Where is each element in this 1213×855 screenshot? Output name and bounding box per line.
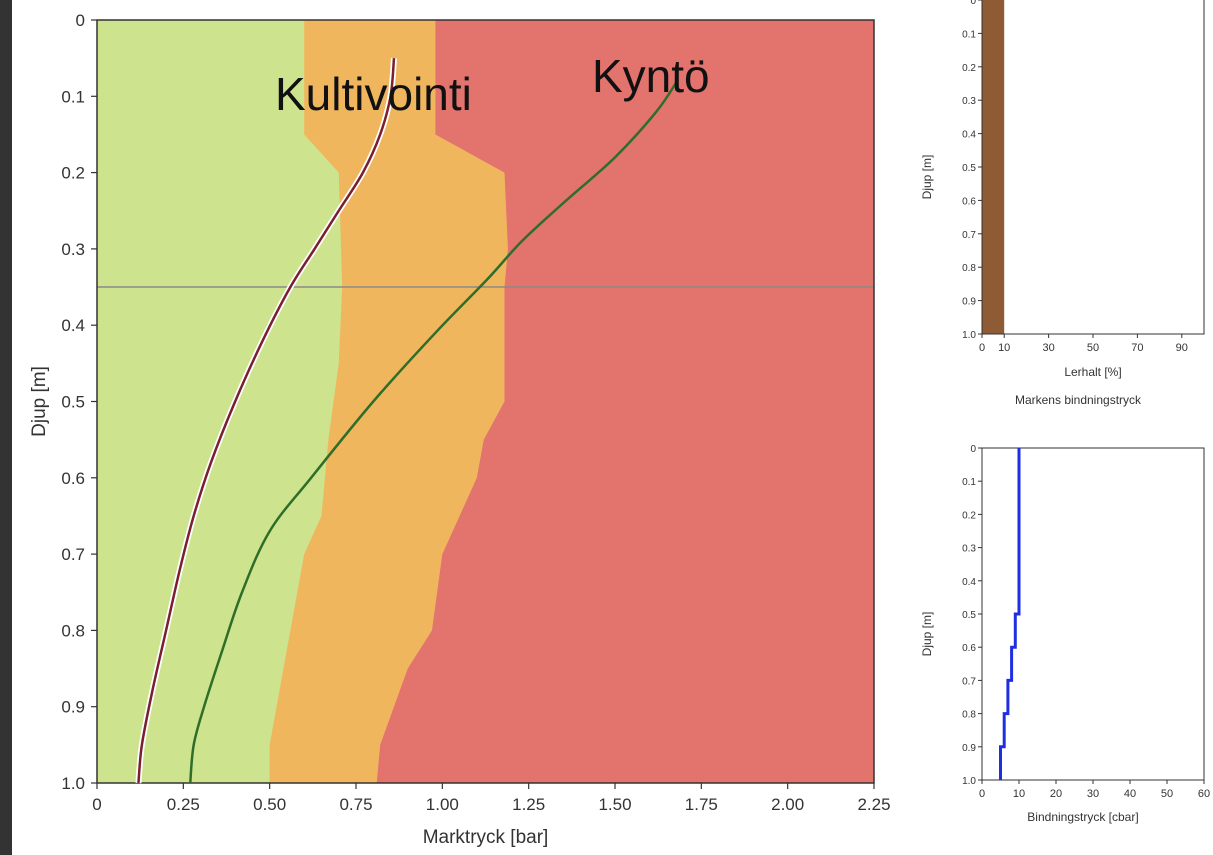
clay-y-tick-label: 0 — [970, 0, 976, 7]
series-label-kyntö: Kyntö — [592, 50, 710, 102]
main-x-tick-label: 0.50 — [253, 795, 286, 814]
main-x-tick-label: 1.25 — [512, 795, 545, 814]
tension-y-tick-label: 0 — [970, 444, 976, 455]
tension-chart-title: Markens bindningstryck — [1015, 393, 1142, 407]
clay-x-tick-label: 30 — [1042, 342, 1054, 354]
clay-bar — [982, 0, 1005, 334]
main-y-tick-label: 0.7 — [61, 545, 85, 564]
tension-y-axis-label: Djup [m] — [920, 612, 934, 657]
tension-y-tick-label: 0.1 — [962, 477, 976, 488]
clay-y-tick-label: 0.2 — [962, 63, 976, 74]
clay-y-axis-label: Djup [m] — [920, 155, 934, 200]
tension-y-tick-label: 0.6 — [962, 643, 976, 654]
zone-green — [97, 20, 343, 783]
main-y-tick-label: 0.1 — [61, 87, 85, 106]
clay-plot-frame — [981, 0, 1205, 335]
tension-y-tick-label: 0.5 — [962, 610, 976, 621]
main-x-tick-label: 2.25 — [857, 795, 890, 814]
tension-line — [999, 448, 1021, 780]
main-x-tick-label: 2.00 — [771, 795, 804, 814]
tension-x-tick-label: 30 — [1087, 788, 1099, 800]
clay-y-tick-label: 0.9 — [962, 297, 976, 308]
clay-y-tick-label: 1.0 — [962, 330, 976, 341]
tension-y-tick-label: 0.3 — [962, 544, 976, 555]
tension-x-tick-label: 0 — [979, 788, 985, 800]
clay-y-tick-label: 0.6 — [962, 196, 976, 207]
main-x-tick-label: 1.00 — [426, 795, 459, 814]
tension-y-tick-label: 0.7 — [962, 676, 976, 687]
main-y-tick-label: 0.2 — [61, 164, 85, 183]
series-kyntö-line — [188, 80, 679, 784]
main-x-axis-label: Marktryck [bar] — [423, 827, 549, 848]
clay-y-tick-label: 0.7 — [962, 230, 976, 241]
main-y-tick-label: 0.9 — [61, 698, 85, 717]
main-x-tick-label: 0.75 — [339, 795, 372, 814]
tension-y-tick-label: 0.4 — [962, 577, 976, 588]
tension-x-axis-label: Bindningstryck [cbar] — [1027, 810, 1138, 824]
tension-y-tick-label: 0.8 — [962, 710, 976, 721]
tension-x-tick-label: 60 — [1198, 788, 1210, 800]
main-y-tick-label: 0 — [76, 11, 85, 30]
main-y-tick-label: 0.3 — [61, 240, 85, 259]
clay-x-tick-label: 90 — [1176, 342, 1188, 354]
tension-y-tick-label: 0.2 — [962, 510, 976, 521]
clay-x-tick-label: 70 — [1131, 342, 1143, 354]
clay-x-tick-label: 50 — [1087, 342, 1099, 354]
tension-x-tick-label: 40 — [1124, 788, 1136, 800]
tension-y-tick-label: 0.9 — [962, 743, 976, 754]
tension-x-tick-label: 20 — [1050, 788, 1062, 800]
clay-x-tick-label: 10 — [998, 342, 1010, 354]
main-y-tick-label: 0.8 — [61, 621, 85, 640]
main-y-tick-label: 0.5 — [61, 393, 85, 412]
tension-y-tick-label: 1.0 — [962, 776, 976, 787]
main-y-axis-label: Djup [m] — [29, 366, 50, 437]
series-label-kultivointi: Kultivointi — [275, 68, 472, 120]
clay-y-tick-label: 0.8 — [962, 263, 976, 274]
main-y-tick-label: 0.6 — [61, 469, 85, 488]
main-x-tick-label: 0.25 — [167, 795, 200, 814]
main-x-tick-label: 0 — [92, 795, 101, 814]
clay-y-tick-label: 0.3 — [962, 96, 976, 107]
clay-x-axis-label: Lerhalt [%] — [1064, 365, 1121, 379]
tension-x-tick-label: 10 — [1013, 788, 1025, 800]
main-y-tick-label: 1.0 — [61, 774, 85, 793]
tension-x-tick-label: 50 — [1161, 788, 1173, 800]
clay-y-tick-label: 0.5 — [962, 163, 976, 174]
series-kultivointi-line — [137, 58, 396, 784]
clay-y-tick-label: 0.1 — [962, 29, 976, 40]
clay-x-tick-label: 0 — [979, 342, 985, 354]
clay-y-tick-label: 0.4 — [962, 130, 976, 141]
main-x-tick-label: 1.75 — [685, 795, 718, 814]
window-edge — [0, 0, 12, 855]
main-y-tick-label: 0.4 — [61, 316, 85, 335]
main-x-tick-label: 1.50 — [598, 795, 631, 814]
